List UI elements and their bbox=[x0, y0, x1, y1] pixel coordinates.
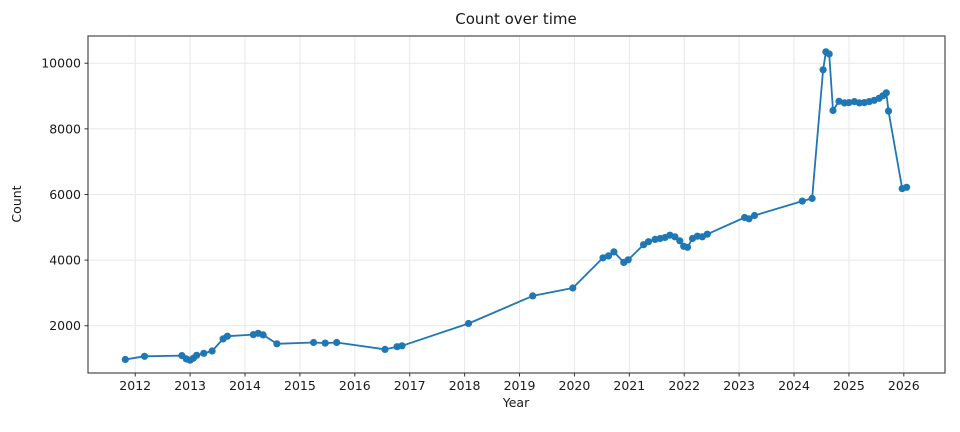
data-point-marker bbox=[884, 107, 893, 115]
y-tick-label: 10000 bbox=[41, 56, 81, 71]
x-tick-label: 2013 bbox=[174, 378, 206, 393]
data-point-marker bbox=[610, 248, 618, 256]
x-tick-label: 2025 bbox=[833, 378, 865, 393]
data-point-marker bbox=[599, 254, 607, 262]
data-point-marker bbox=[845, 99, 853, 107]
data-point-marker bbox=[676, 237, 684, 245]
data-point-marker bbox=[882, 89, 890, 97]
data-point-marker bbox=[310, 338, 318, 347]
data-series bbox=[121, 48, 911, 364]
data-point-marker bbox=[223, 332, 231, 340]
data-point-marker bbox=[604, 252, 613, 260]
x-tick-label: 2024 bbox=[778, 378, 810, 393]
data-point-marker bbox=[121, 355, 129, 364]
data-point-marker bbox=[273, 340, 281, 348]
data-line bbox=[124, 50, 908, 362]
x-tick-label: 2023 bbox=[723, 378, 755, 393]
data-point-marker bbox=[671, 233, 679, 241]
data-point-marker bbox=[745, 215, 753, 223]
x-tick-label: 2014 bbox=[229, 378, 261, 393]
data-point-marker bbox=[333, 338, 341, 347]
x-tick-label: 2026 bbox=[888, 378, 920, 393]
data-point-marker bbox=[819, 66, 827, 74]
axis-ticks: 2012 2013 2014 2015 2016 2017 2018 2019 2020 2021… bbox=[41, 56, 920, 393]
y-tick-label: 8000 bbox=[49, 121, 81, 136]
x-tick-label: 2022 bbox=[668, 378, 700, 393]
data-point-marker bbox=[750, 211, 759, 220]
data-point-marker bbox=[398, 342, 406, 350]
y-axis-label: Count bbox=[9, 185, 24, 222]
x-tick-label: 2019 bbox=[504, 378, 536, 393]
data-point-marker bbox=[683, 243, 692, 251]
x-tick-label: 2016 bbox=[339, 378, 371, 393]
data-point-marker bbox=[825, 50, 833, 58]
axes-spines bbox=[87, 35, 946, 374]
data-point-marker bbox=[193, 351, 201, 359]
data-point-marker bbox=[140, 352, 149, 360]
data-point-marker bbox=[835, 97, 843, 105]
y-tick-label: 2000 bbox=[49, 318, 81, 333]
data-point-marker bbox=[569, 284, 577, 292]
x-tick-label: 2018 bbox=[449, 378, 481, 393]
x-tick-label: 2012 bbox=[119, 378, 151, 393]
data-point-marker bbox=[624, 256, 632, 264]
data-point-marker bbox=[464, 319, 473, 328]
data-point-marker bbox=[644, 238, 653, 246]
data-point-marker bbox=[808, 194, 816, 202]
data-point-marker bbox=[829, 106, 837, 115]
data-point-marker bbox=[903, 183, 911, 191]
plot-border bbox=[87, 35, 946, 374]
gridlines bbox=[88, 36, 945, 373]
x-tick-label: 2015 bbox=[284, 378, 316, 393]
data-point-marker bbox=[381, 345, 389, 353]
data-point-marker bbox=[321, 339, 329, 347]
chart-title: Count over time bbox=[455, 10, 576, 28]
x-axis-label: Year bbox=[502, 395, 530, 410]
y-tick-label: 6000 bbox=[49, 187, 81, 202]
data-point-marker bbox=[703, 230, 711, 238]
data-point-marker bbox=[208, 347, 216, 355]
y-tick-label: 4000 bbox=[49, 253, 81, 268]
data-point-marker bbox=[200, 349, 208, 357]
data-point-marker bbox=[798, 197, 806, 205]
x-tick-label: 2021 bbox=[613, 378, 645, 393]
x-tick-label: 2017 bbox=[394, 378, 426, 393]
data-point-marker bbox=[259, 331, 267, 339]
x-tick-label: 2020 bbox=[559, 378, 591, 393]
data-point-marker bbox=[529, 292, 537, 300]
